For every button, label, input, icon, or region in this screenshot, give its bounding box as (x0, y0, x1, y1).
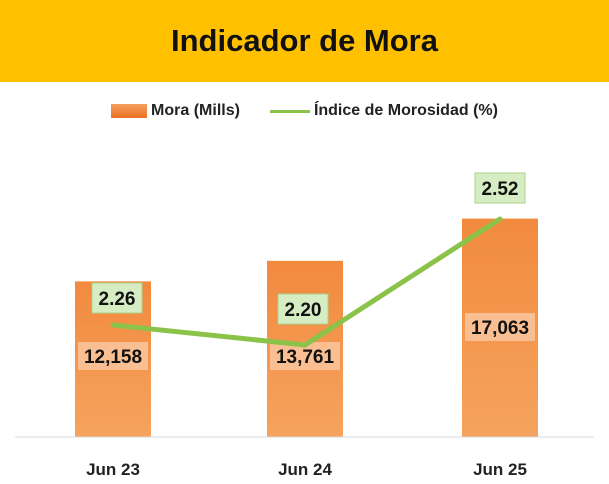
bar-value-label: 12,158 (84, 347, 142, 368)
line-label-bg (91, 282, 143, 314)
legend: Mora (Mills) Índice de Morosidad (%) (0, 96, 609, 126)
x-tick-label: Jun 24 (278, 460, 332, 479)
chart-title: Indicador de Mora (171, 23, 438, 58)
legend-item-indice: Índice de Morosidad (%) (269, 102, 498, 120)
bar-value-label: 13,761 (276, 347, 335, 368)
x-tick-label: Jun 25 (473, 460, 527, 479)
legend-label-mora: Mora (Mills) (151, 102, 240, 119)
line-label-bg (474, 172, 526, 204)
line-label-bg (277, 293, 329, 325)
legend-item-mora: Mora (Mills) (111, 102, 240, 120)
legend-swatch-bar (111, 104, 148, 118)
legend-swatch-line (269, 109, 310, 113)
line-indice-morosidad (110, 216, 503, 348)
line-value-label: 2.26 (99, 289, 136, 310)
line-value-label: 2.52 (482, 179, 519, 200)
title-bar: Indicador de Mora (0, 0, 609, 82)
line-value-label: 2.20 (285, 300, 322, 321)
bar-label-bg (78, 342, 148, 370)
bar-label-bg (465, 313, 535, 341)
x-tick-label: Jun 23 (86, 460, 140, 479)
legend-label-indice: Índice de Morosidad (%) (313, 102, 498, 119)
bar-value-label: 17,063 (471, 318, 529, 339)
